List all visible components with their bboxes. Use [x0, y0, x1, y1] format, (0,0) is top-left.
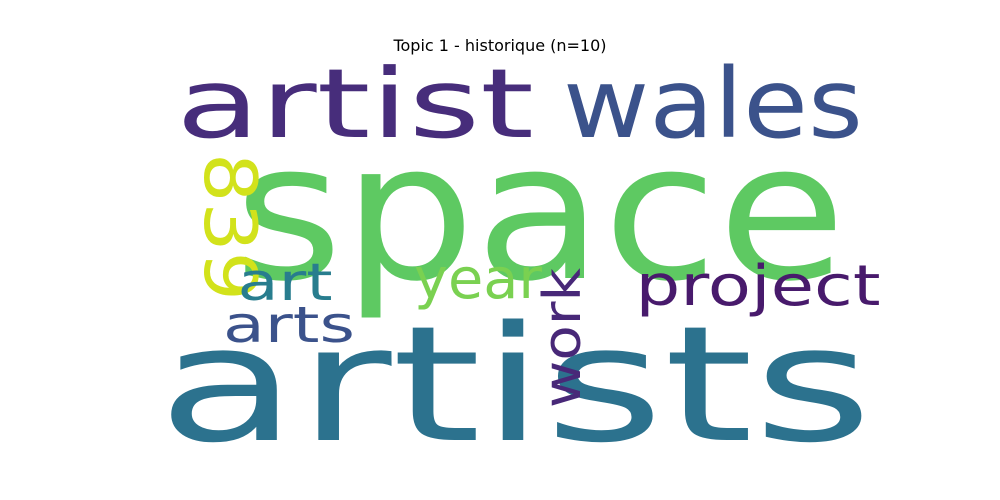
word-arts: arts [223, 296, 355, 354]
word-art: art [238, 253, 333, 313]
word-wales: wales [563, 48, 863, 160]
word-artists: artists [158, 291, 873, 478]
word-project: project [636, 254, 881, 319]
word-839: 839 [188, 153, 272, 301]
word-work: work [533, 268, 593, 408]
word-space: space [234, 102, 846, 323]
figure-title: Topic 1 - historique (n=10) [393, 36, 607, 55]
word-artist: artist [176, 48, 534, 160]
word-year: year [414, 247, 543, 312]
